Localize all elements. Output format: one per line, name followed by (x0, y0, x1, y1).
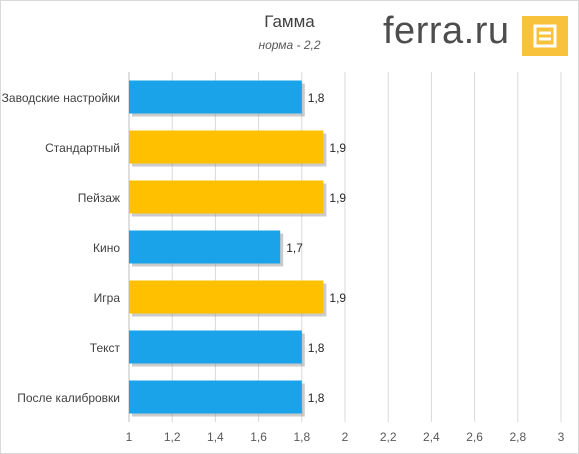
bar-layer (129, 80, 327, 417)
category-label: Пейзаж (78, 191, 120, 205)
bar (129, 80, 302, 114)
brand-logo-icon (522, 16, 568, 56)
data-label: 1,8 (308, 391, 325, 405)
chart-title: Гамма (264, 12, 315, 31)
bar (129, 380, 302, 414)
category-label: Кино (93, 241, 120, 255)
bar (129, 330, 302, 364)
data-label: 1,8 (308, 91, 325, 105)
category-label: Текст (90, 341, 121, 355)
data-label: 1,9 (329, 141, 346, 155)
x-tick-label: 1,6 (250, 430, 267, 444)
data-label: 1,9 (329, 291, 346, 305)
x-tick-label: 1,4 (207, 430, 224, 444)
x-tick-label: 2 (342, 430, 349, 444)
x-tick-label: 1 (126, 430, 133, 444)
category-label: Игра (94, 291, 121, 305)
category-label: После калибровки (17, 391, 120, 405)
x-tick-label: 1,2 (164, 430, 181, 444)
label-layer: 1 1,2 1,4 1,6 1,8 2 2,2 2,4 2,6 2,8 3 1,8 Заводские … (2, 91, 565, 444)
x-tick-label: 2,4 (423, 430, 440, 444)
x-tick-label: 1,8 (293, 430, 310, 444)
bar (129, 180, 324, 214)
data-label: 1,9 (329, 191, 346, 205)
bar (129, 230, 281, 264)
bar (129, 130, 324, 164)
brand-logo-text: ferra.ru (383, 10, 510, 52)
data-label: 1,8 (308, 341, 325, 355)
data-label: 1,7 (286, 241, 303, 255)
bar (129, 280, 324, 314)
chart-subtitle: норма - 2,2 (258, 38, 321, 52)
grid-layer (128, 72, 562, 422)
x-tick-label: 2,6 (466, 430, 483, 444)
x-tick-label: 2,2 (380, 430, 397, 444)
x-tick-label: 3 (558, 430, 565, 444)
category-label: Заводские настройки (2, 91, 120, 105)
x-tick-label: 2,8 (509, 430, 526, 444)
category-label: Стандартный (45, 141, 120, 155)
